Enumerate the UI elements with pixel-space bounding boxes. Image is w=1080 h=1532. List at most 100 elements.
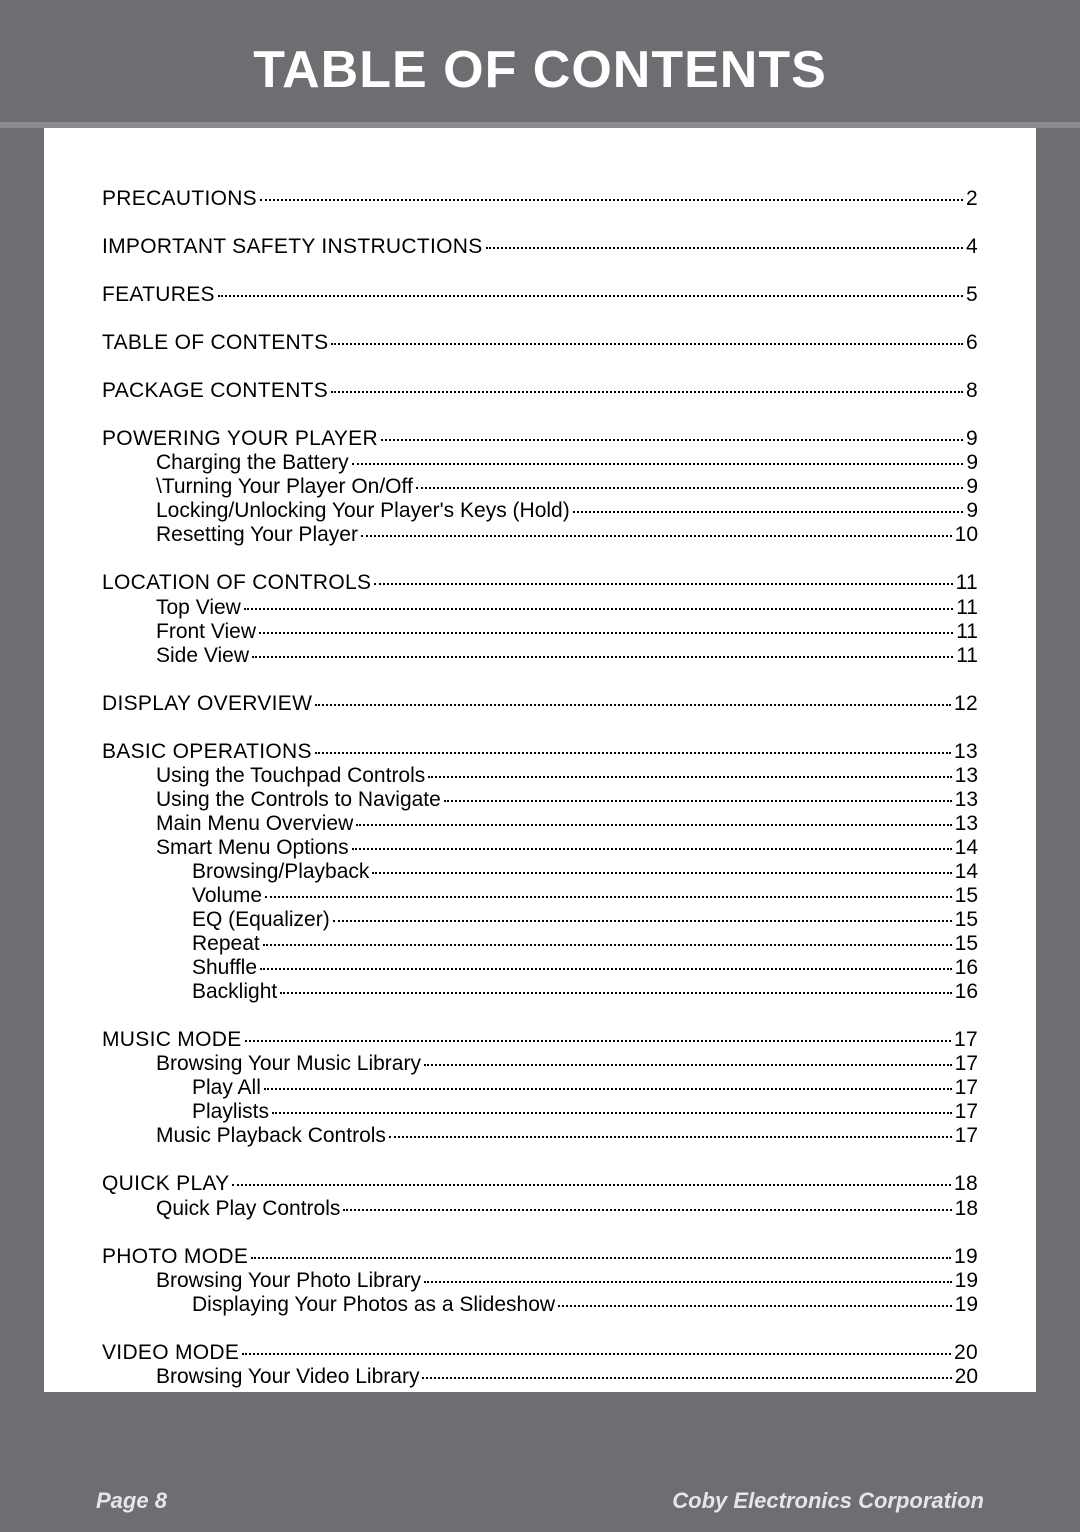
toc-label: Playlists [192,1101,269,1123]
toc-page-number: 2 [966,188,978,210]
toc-entry: LOCATION OF CONTROLS 11 [102,572,978,594]
toc-leader-dots [486,247,963,249]
toc-leader-dots [251,1257,951,1259]
toc-leader-dots [333,920,952,922]
toc-label: Displaying Your Photos as a Slideshow [192,1294,555,1316]
toc-leader-dots [352,848,952,850]
toc-label: Shuffle [192,957,257,979]
toc-entry: Backlight16 [192,981,978,1003]
toc-entry: Shuffle 16 [192,957,978,979]
toc-page-number: 9 [966,476,978,498]
toc-page-number: 4 [966,236,978,258]
toc-entry: Front View11 [156,621,978,643]
toc-leader-dots [280,992,951,994]
toc-entry: IMPORTANT SAFETY INSTRUCTIONS 4 [102,236,978,258]
toc-entry: Volume 15 [192,885,978,907]
toc-entry: FEATURES 5 [102,284,978,306]
toc-page-number: 5 [966,284,978,306]
toc-page-number: 18 [955,1198,978,1220]
section-gap [102,717,978,741]
section-gap [102,1318,978,1342]
toc-label: POWERING YOUR PLAYER [102,428,378,450]
toc-page-number: 18 [954,1173,978,1195]
section-gap [102,669,978,693]
toc-label: Resetting Your Player [156,524,358,546]
toc-leader-dots [315,752,951,754]
toc-entry: Main Menu Overview 13 [156,813,978,835]
toc-page-number: 19 [955,1270,978,1292]
toc-leader-dots [389,1136,952,1138]
toc-leader-dots [259,632,953,634]
toc-entry: Play All 17 [192,1077,978,1099]
toc-entry: \Turning Your Player On/Off9 [156,476,978,498]
toc-page-number: 13 [955,813,978,835]
toc-leader-dots [573,511,964,513]
toc-leader-dots [331,343,963,345]
toc-leader-dots [416,487,964,489]
toc-entry: Browsing/Playback14 [192,861,978,883]
toc-leader-dots [428,776,951,778]
toc-entry: POWERING YOUR PLAYER 9 [102,428,978,450]
footer-page-number: Page 8 [96,1488,167,1514]
toc-label: Main Menu Overview [156,813,353,835]
section-gap [102,404,978,428]
toc-page-number: 14 [955,861,978,883]
toc-page-number: 6 [966,332,978,354]
toc-page-number: 9 [966,500,978,522]
toc-page-number: 16 [955,957,978,979]
toc-leader-dots [374,583,952,585]
toc-page-number: 13 [955,765,978,787]
toc-entry: Music Playback Controls 17 [156,1125,978,1147]
toc-entry: VIDEO MODE 20 [102,1342,978,1364]
toc-page-number: 19 [955,1294,978,1316]
toc-label: Volume [192,885,262,907]
toc-entry: Smart Menu Options14 [156,837,978,859]
toc-entry: Resetting Your Player10 [156,524,978,546]
toc-label: PACKAGE CONTENTS [102,380,328,402]
toc-entry: Top View11 [156,597,978,619]
toc-label: Music Playback Controls [156,1125,386,1147]
toc-page-number: 12 [954,693,978,715]
toc-leader-dots [272,1112,952,1114]
section-gap [102,548,978,572]
toc-entry: Quick Play Controls18 [156,1198,978,1220]
page: TABLE OF CONTENTS PRECAUTIONS 2 IMPORTANT… [0,0,1080,1532]
section-gap [102,1149,978,1173]
toc-leader-dots [244,608,953,610]
toc-label: Play All [192,1077,261,1099]
toc-page-number: 17 [955,1077,978,1099]
section-gap [102,1005,978,1029]
toc-entry: PHOTO MODE 19 [102,1246,978,1268]
toc-label: MUSIC MODE [102,1029,242,1051]
toc-label: Using the Touchpad Controls [156,765,425,787]
toc-leader-dots [242,1353,951,1355]
toc-label: Browsing Your Music Library [156,1053,421,1075]
toc-leader-dots [260,968,952,970]
toc-label: VIDEO MODE [102,1342,239,1364]
toc-page-number: 11 [956,645,978,667]
toc-label: Browsing Your Video Library [156,1366,419,1388]
toc-page-number: 16 [955,981,978,1003]
toc-entry: Charging the Battery9 [156,452,978,474]
toc-page-number: 15 [955,885,978,907]
toc-page-number: 20 [954,1342,978,1364]
toc-label: FEATURES [102,284,215,306]
toc-page-number: 13 [954,741,978,763]
toc-leader-dots [343,1209,951,1211]
toc-entry: PRECAUTIONS 2 [102,188,978,210]
toc-entry: Locking/Unlocking Your Player's Keys (Ho… [156,500,978,522]
toc-page-number: 9 [966,452,978,474]
toc-page-number: 17 [955,1053,978,1075]
footer: Page 8 Coby Electronics Corporation [44,1470,1036,1532]
toc-page-number: 11 [956,621,978,643]
toc-label: Smart Menu Options [156,837,349,859]
page-title: TABLE OF CONTENTS [0,40,1080,100]
toc-label: Side View [156,645,249,667]
toc-leader-dots [422,1377,951,1379]
toc-entry: Using the Touchpad Controls 13 [156,765,978,787]
toc-entry: BASIC OPERATIONS 13 [102,741,978,763]
toc-page-number: 13 [955,789,978,811]
toc-page-number: 17 [955,1125,978,1147]
toc-label: TABLE OF CONTENTS [102,332,328,354]
toc-entry: DISPLAY OVERVIEW 12 [102,693,978,715]
